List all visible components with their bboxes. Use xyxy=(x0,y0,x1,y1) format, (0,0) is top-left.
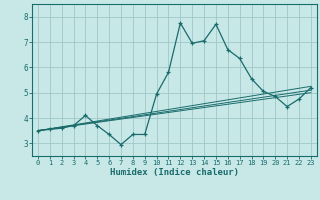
X-axis label: Humidex (Indice chaleur): Humidex (Indice chaleur) xyxy=(110,168,239,177)
